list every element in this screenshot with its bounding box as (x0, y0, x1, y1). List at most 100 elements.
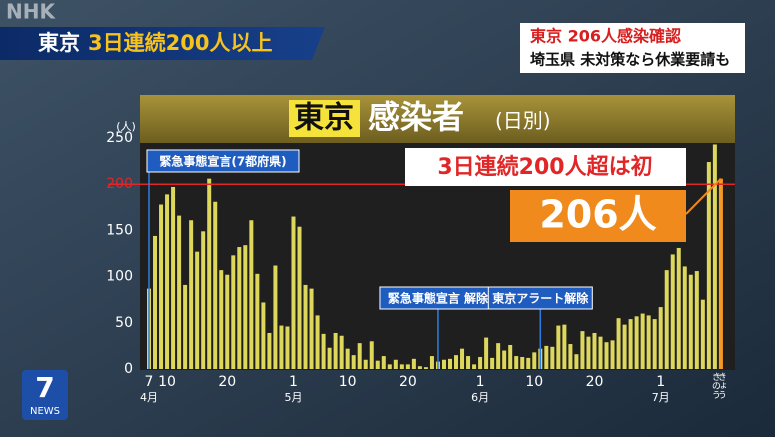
bar (526, 357, 531, 369)
program-number: 7 (35, 371, 54, 404)
bar (496, 343, 501, 369)
bar (351, 355, 356, 369)
bar (231, 255, 236, 369)
bar (393, 359, 398, 369)
x-tick-label: 1 (656, 374, 665, 390)
bar (466, 356, 471, 369)
headline-place: 東京 (38, 31, 80, 55)
x-tick-label: 1 (289, 374, 298, 390)
x-tick-label: 10 (339, 374, 357, 390)
bar (568, 344, 573, 369)
bar (273, 265, 278, 369)
chart-title-bar (140, 95, 735, 143)
bar (598, 336, 603, 369)
headline-banner (0, 27, 325, 60)
x-tick-label: きのう (710, 372, 721, 399)
bar (670, 254, 675, 369)
callout-box (510, 190, 686, 242)
bar (718, 178, 723, 369)
bar (586, 336, 591, 369)
side-subtitle: 埼玉県 未対策なら休業要請も (530, 51, 730, 69)
bar (441, 359, 446, 369)
bar (562, 324, 567, 369)
bar (544, 345, 549, 369)
x-tick-label: きょう (716, 372, 726, 399)
bar (165, 194, 170, 369)
x-tick-label: 20 (399, 374, 417, 390)
bar (712, 144, 717, 369)
month-label: 5月 (284, 391, 302, 404)
bar (171, 186, 176, 369)
program-label: NEWS (30, 406, 60, 417)
bar (514, 356, 519, 369)
bar (429, 356, 434, 369)
annotation-box (146, 149, 300, 173)
bar (634, 316, 639, 369)
chart-title: 感染者 (368, 98, 464, 136)
chart-subtitle: (日別) (495, 109, 551, 133)
bar (688, 274, 693, 369)
bar (327, 347, 332, 369)
bar (285, 326, 290, 369)
bar (387, 364, 392, 369)
x-tick-label: 7 (145, 374, 154, 390)
bar (520, 356, 525, 369)
bar (478, 356, 483, 369)
x-tick-label: 10 (158, 374, 176, 390)
month-label: 4月 (140, 391, 158, 404)
bar (502, 350, 507, 369)
channel-logo: NHK (6, 0, 56, 24)
bar (700, 299, 705, 369)
bar (255, 273, 260, 369)
y-tick-label: 150 (106, 222, 133, 238)
bar (490, 357, 495, 369)
bar (574, 354, 579, 369)
bar (676, 247, 681, 369)
bar (369, 341, 374, 369)
bar (417, 366, 422, 369)
bar (381, 356, 386, 369)
bar (658, 307, 663, 369)
bar (454, 355, 459, 369)
bar (309, 288, 314, 369)
bar (694, 271, 699, 369)
bar (622, 324, 627, 369)
bar (592, 332, 597, 369)
side-box (520, 23, 745, 73)
bar (207, 178, 212, 369)
bar (267, 332, 272, 369)
bar (646, 315, 651, 369)
program-logo (22, 370, 68, 420)
bar (249, 220, 254, 369)
bar (508, 344, 513, 369)
bar (664, 270, 669, 369)
bar (616, 318, 621, 369)
bar (237, 247, 242, 369)
annotation-text: 緊急事態宣言 解除 (388, 291, 489, 306)
chart-title-place: 東京 (294, 101, 354, 136)
annotation-text: 緊急事態宣言(7都府県) (159, 154, 286, 169)
bar (405, 364, 410, 369)
month-label: 6月 (471, 391, 489, 404)
bar (219, 270, 224, 369)
x-tick-label: 1 (476, 374, 485, 390)
bar (652, 319, 657, 369)
bar (604, 342, 609, 369)
bar (580, 331, 585, 369)
bar (195, 251, 200, 369)
bar (706, 162, 711, 369)
bar (315, 315, 320, 369)
month-label: 7月 (652, 391, 670, 404)
bar (682, 266, 687, 369)
y-tick-label: 50 (115, 315, 133, 331)
bar (339, 335, 344, 369)
callout-text: 3日連続200人超は初 (437, 154, 652, 180)
bar (297, 226, 302, 369)
bar (556, 325, 561, 369)
callout-box (405, 148, 686, 186)
bar (213, 201, 218, 369)
bar (201, 231, 206, 369)
x-tick-label: 20 (218, 374, 236, 390)
bar (177, 215, 182, 369)
